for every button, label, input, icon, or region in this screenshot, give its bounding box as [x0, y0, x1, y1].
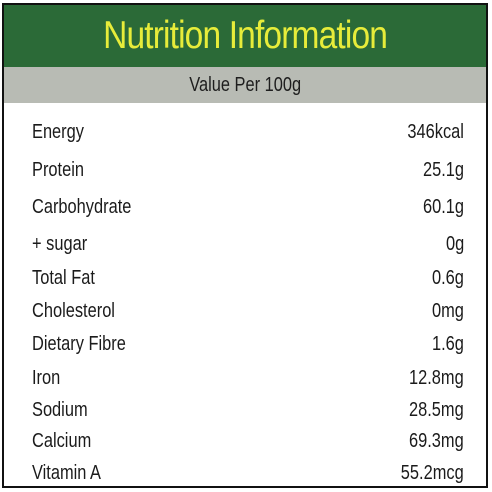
nutrient-label: Iron — [32, 366, 61, 389]
nutrient-label: Cholesterol — [32, 299, 115, 322]
nutrient-value: 0mg — [432, 299, 464, 322]
nutrient-label: Calcium — [32, 429, 92, 452]
nutrient-row: Iron 12.8mg — [32, 364, 464, 392]
subtitle-bar: Value Per 100g — [4, 67, 486, 103]
nutrient-value: 0g — [445, 232, 464, 255]
nutrient-label: + sugar — [32, 232, 88, 255]
nutrient-value: 69.3mg — [409, 429, 464, 452]
nutrient-value: 25.1g — [422, 158, 464, 181]
nutrient-value: 55.2mcg — [401, 461, 464, 484]
nutrient-value: 60.1g — [422, 195, 464, 218]
nutrient-label: Total Fat — [32, 266, 95, 289]
nutrient-label: Energy — [32, 120, 84, 143]
title-bar: Nutrition Information — [4, 5, 486, 67]
nutrient-row: Total Fat 0.6g — [32, 264, 464, 292]
nutrient-row: Vitamin A 55.2mcg — [32, 459, 464, 486]
nutrient-row: Calcium 69.3mg — [32, 427, 464, 455]
nutrient-row: Energy 346kcal — [32, 118, 464, 146]
nutrient-label: Vitamin A — [32, 461, 101, 484]
nutrient-row: Dietary Fibre 1.6g — [32, 330, 464, 358]
nutrient-label: Protein — [32, 158, 84, 181]
panel-subtitle: Value Per 100g — [189, 73, 301, 96]
nutrient-row: Cholesterol 0mg — [32, 297, 464, 325]
nutrient-row: Protein 25.1g — [32, 156, 464, 184]
nutrient-label: Dietary Fibre — [32, 332, 126, 355]
nutrient-row: + sugar 0g — [32, 230, 464, 258]
panel-title: Nutrition Information — [103, 14, 388, 57]
nutrient-row: Carbohydrate 60.1g — [32, 193, 464, 221]
nutrition-panel: Nutrition Information Value Per 100g Ene… — [2, 3, 488, 488]
nutrient-row: Sodium 28.5mg — [32, 396, 464, 424]
nutrient-label: Carbohydrate — [32, 195, 132, 218]
nutrient-value: 12.8mg — [409, 366, 464, 389]
nutrient-value: 28.5mg — [409, 398, 464, 421]
nutrient-value: 346kcal — [407, 120, 464, 143]
nutrient-value: 0.6g — [432, 266, 464, 289]
nutrient-label: Sodium — [32, 398, 88, 421]
nutrient-value: 1.6g — [432, 332, 464, 355]
